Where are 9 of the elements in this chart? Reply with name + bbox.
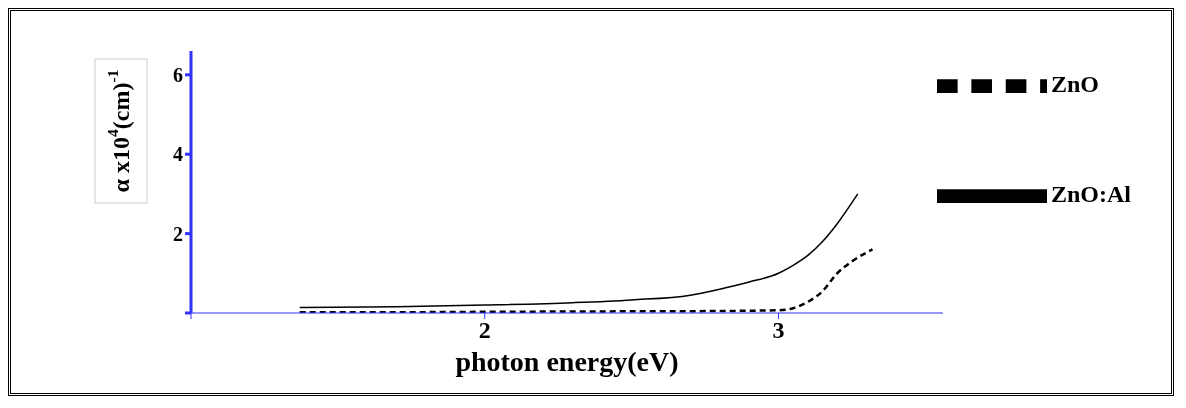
line-series: [298, 193, 859, 309]
legend-label: ZnO: [1050, 70, 1100, 97]
y-tick-label: 4: [173, 143, 183, 166]
line-series: [298, 248, 874, 313]
y-tick-label: 6: [173, 63, 183, 86]
y-tick-label: 2: [173, 222, 183, 245]
legend-label: ZnO:Al: [1050, 180, 1131, 207]
x-axis-title: photon energy(eV): [455, 346, 679, 377]
x-tick-label: 3: [772, 317, 785, 344]
